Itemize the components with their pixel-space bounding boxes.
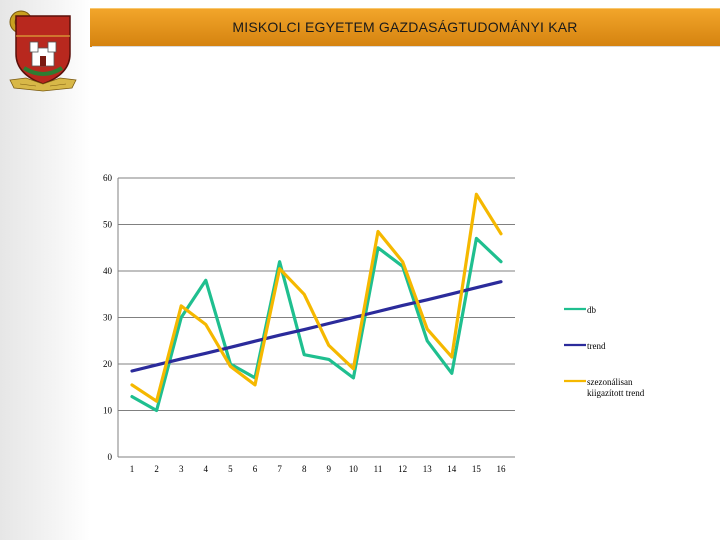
x-tick-label: 7 <box>277 464 282 474</box>
legend-label-1: db <box>587 305 597 315</box>
y-tick-label: 40 <box>103 266 113 276</box>
x-tick-label: 2 <box>154 464 159 474</box>
header-bar <box>90 8 720 47</box>
legend-label-3: szezonálisan kiigazított trend <box>587 377 645 398</box>
y-tick-label: 0 <box>108 452 113 462</box>
x-tick-label: 12 <box>398 464 407 474</box>
x-tick-label: 14 <box>447 464 457 474</box>
x-tick-label: 10 <box>349 464 359 474</box>
university-crest-icon <box>9 10 77 92</box>
legend-label-2: trend <box>587 341 606 351</box>
y-tick-label: 60 <box>103 173 113 183</box>
header-underline <box>92 46 720 47</box>
series-line-3 <box>130 192 503 403</box>
y-tick-label: 10 <box>103 406 113 416</box>
y-tick-label: 20 <box>103 359 113 369</box>
y-tick-label: 30 <box>103 313 113 323</box>
series-line-1 <box>130 236 503 413</box>
x-tick-label: 3 <box>179 464 184 474</box>
series-line-2 <box>130 280 503 373</box>
x-tick-label: 8 <box>302 464 307 474</box>
x-tick-label: 6 <box>253 464 258 474</box>
x-tick-label: 5 <box>228 464 233 474</box>
x-tick-label: 13 <box>423 464 433 474</box>
x-tick-label: 1 <box>130 464 135 474</box>
y-tick-label: 50 <box>103 220 113 230</box>
x-tick-label: 11 <box>374 464 383 474</box>
page-title: MISKOLCI EGYETEM GAZDASÁGTUDOMÁNYI KAR <box>232 19 578 35</box>
x-tick-label: 4 <box>204 464 209 474</box>
x-tick-label: 15 <box>472 464 482 474</box>
x-tick-label: 16 <box>497 464 507 474</box>
x-tick-label: 9 <box>327 464 332 474</box>
